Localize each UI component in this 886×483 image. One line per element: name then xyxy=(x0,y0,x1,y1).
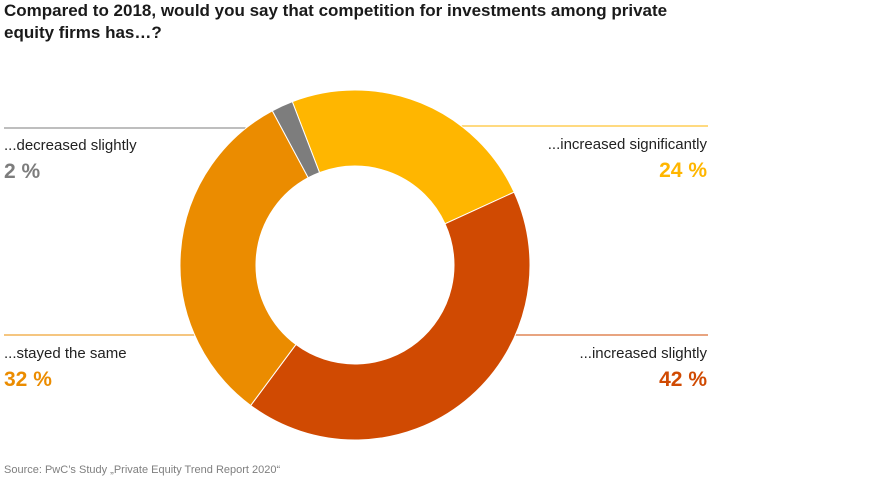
slice-value-stayed-the-same: 32 % xyxy=(4,368,52,391)
slice-value-increased-slightly: 42 % xyxy=(659,368,707,391)
source-note: Source: PwC’s Study „Private Equity Tren… xyxy=(4,464,281,476)
slice-stayed-the-same xyxy=(179,110,309,407)
slice-label-increased-slightly: ...increased slightly xyxy=(579,345,707,362)
slice-label-stayed-the-same: ...stayed the same xyxy=(4,345,127,362)
chart-title: Compared to 2018, would you say that com… xyxy=(4,1,668,42)
slice-label-increased-significantly: ...increased significantly xyxy=(548,136,708,153)
slice-decreased-slightly xyxy=(271,100,321,179)
slice-increased-slightly xyxy=(249,191,531,441)
slice-value-decreased-slightly: 2 % xyxy=(4,160,41,183)
slice-increased-significantly xyxy=(291,89,515,225)
slice-value-increased-significantly: 24 % xyxy=(659,159,707,182)
slice-label-decreased-slightly: ...decreased slightly xyxy=(4,137,137,154)
